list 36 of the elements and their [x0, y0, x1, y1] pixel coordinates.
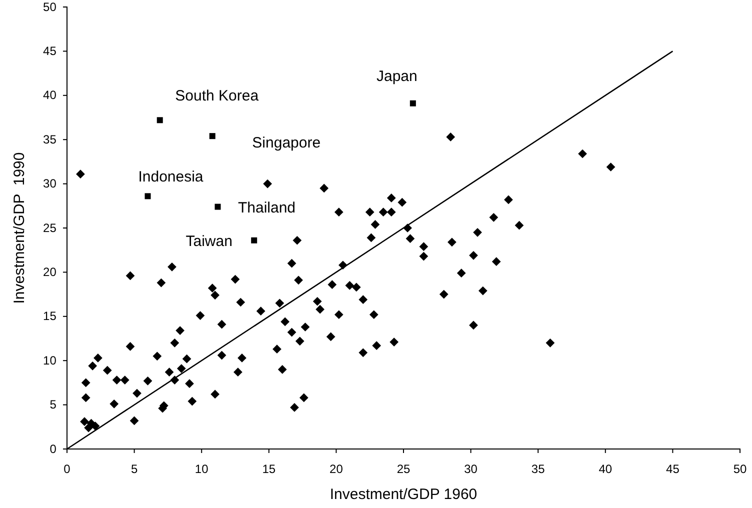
point	[214, 204, 221, 210]
y-tick-label: 30	[43, 176, 57, 191]
point	[144, 193, 151, 200]
y-axis-title: Investment/GDP 1990	[11, 152, 28, 304]
y-tick-label: 50	[43, 0, 57, 14]
y-tick-label: 45	[43, 44, 57, 58]
x-tick-label: 10	[194, 462, 209, 476]
annotation: South Korea	[175, 88, 260, 105]
annotation: Japan	[376, 68, 418, 85]
y-tick-label: 20	[43, 265, 57, 280]
point	[251, 237, 258, 244]
x-tick-label: 25	[396, 462, 410, 476]
x-tick-label: 45	[666, 462, 680, 476]
y-tick-label: 0	[50, 442, 57, 456]
x-tick-label: 30	[464, 462, 478, 476]
x-tick-label: 15	[262, 462, 276, 476]
x-tick-label: 40	[598, 462, 612, 476]
point	[209, 133, 216, 140]
annotation: Taiwan	[186, 232, 232, 250]
y-tick-label: 40	[43, 88, 57, 102]
point	[156, 117, 163, 124]
x-tick-label: 0	[64, 462, 71, 476]
annotation: Thailand	[238, 199, 296, 216]
y-tick-label: 25	[43, 220, 57, 235]
y-tick-label: 10	[43, 353, 57, 368]
y-tick-label: 5	[50, 398, 57, 412]
point	[410, 100, 416, 106]
y-tick-label: 35	[43, 132, 57, 146]
annotation: Singapore	[252, 134, 321, 152]
x-axis-title: Investment/GDP 1960	[330, 486, 478, 503]
x-tick-label: 50	[733, 462, 747, 476]
annotation: Indonesia	[138, 168, 204, 186]
x-tick-label: 35	[531, 462, 546, 476]
x-tick-label: 5	[130, 462, 138, 476]
y-tick-label: 15	[43, 309, 57, 324]
x-tick-label: 20	[330, 462, 344, 476]
